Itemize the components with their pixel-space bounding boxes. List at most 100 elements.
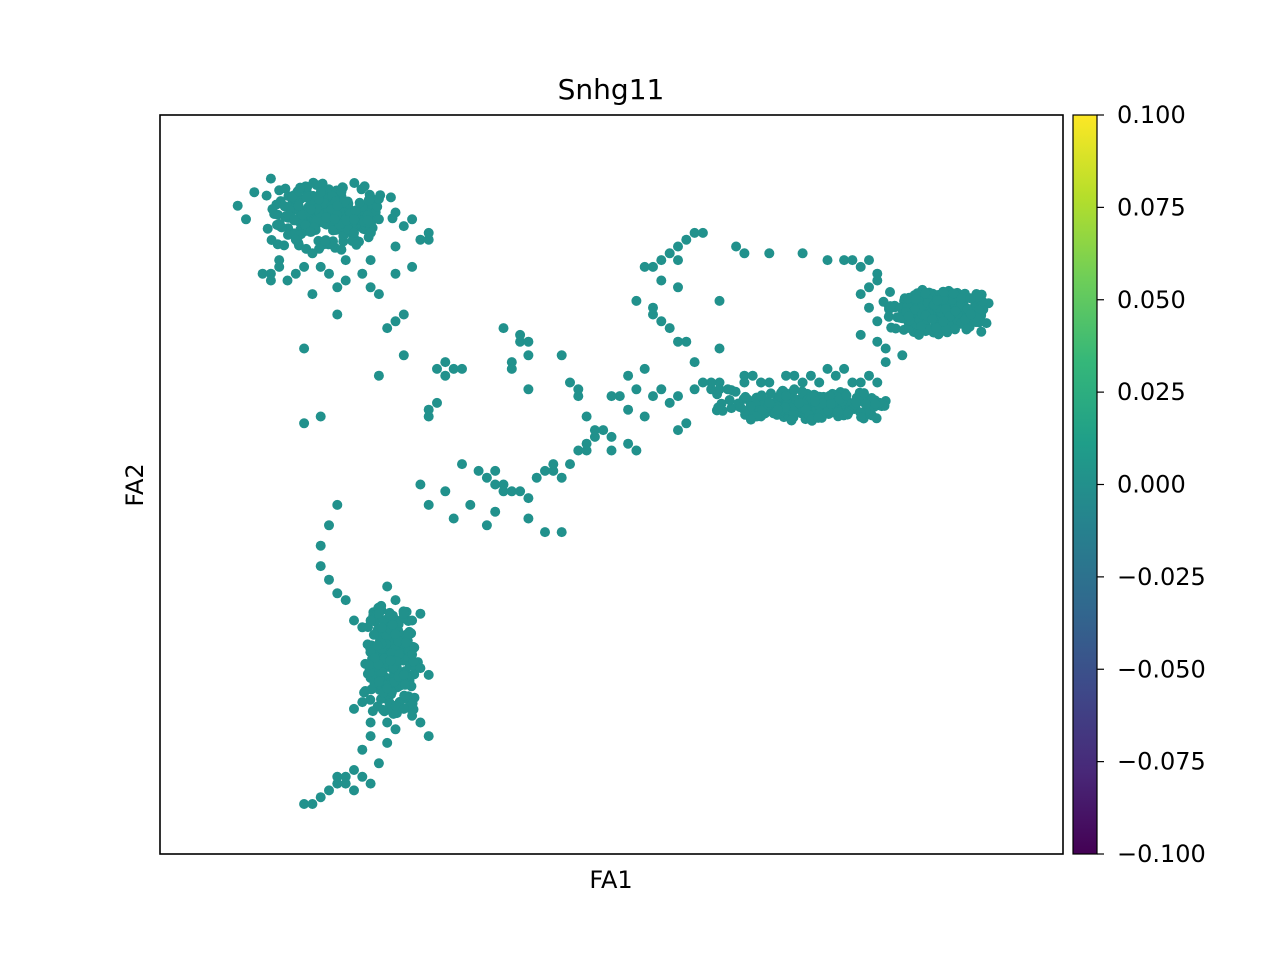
data-point [349, 765, 359, 775]
data-point [340, 275, 351, 286]
data-point [382, 717, 393, 728]
data-point [282, 275, 293, 286]
data-point [415, 479, 426, 490]
data-point [373, 214, 384, 225]
data-point [764, 248, 775, 259]
data-point [714, 295, 725, 306]
data-point [920, 288, 931, 299]
data-point [673, 425, 683, 436]
data-point [390, 629, 401, 640]
data-point [349, 785, 359, 796]
data-point [249, 187, 260, 198]
data-point [301, 192, 312, 203]
data-point [365, 778, 376, 789]
data-point [315, 187, 326, 198]
data-point [423, 731, 434, 742]
data-point [332, 200, 343, 211]
data-point [357, 771, 368, 782]
data-point [781, 370, 791, 381]
data-point [299, 799, 310, 809]
data-point [548, 459, 559, 470]
data-point [490, 506, 501, 517]
data-point [490, 479, 501, 490]
data-point [681, 336, 692, 347]
colorbar-tick-label: −0.025 [1117, 563, 1206, 591]
data-point [724, 395, 735, 405]
data-point [432, 397, 442, 408]
data-point [266, 235, 277, 245]
data-point [373, 370, 384, 381]
data-point [398, 350, 409, 361]
colorbar-tick-label: −0.100 [1117, 840, 1206, 868]
data-point [714, 343, 725, 354]
data-point [382, 683, 393, 694]
data-point [885, 287, 895, 297]
data-point [523, 493, 534, 504]
data-point [349, 703, 359, 714]
data-point [730, 386, 741, 397]
data-point [950, 306, 961, 316]
data-point [307, 289, 318, 300]
plot-frame [159, 114, 1064, 855]
data-point [689, 227, 700, 238]
data-point [415, 717, 426, 728]
data-point [872, 316, 883, 327]
data-point [735, 402, 746, 413]
data-point [786, 415, 797, 426]
data-point [407, 214, 418, 225]
data-point [871, 413, 882, 424]
data-point [321, 212, 331, 223]
data-point [357, 697, 368, 708]
data-point [307, 248, 318, 259]
data-point [373, 289, 384, 300]
data-point [556, 527, 567, 538]
data-point [656, 255, 667, 266]
data-point [826, 399, 836, 409]
data-point [731, 241, 742, 252]
data-point [697, 377, 708, 388]
data-point [373, 194, 384, 204]
data-point [390, 207, 401, 218]
data-point [864, 302, 874, 313]
data-point [765, 388, 776, 399]
data-point [745, 401, 756, 412]
data-point [890, 323, 901, 334]
data-point [390, 700, 401, 711]
data-point [832, 407, 843, 418]
data-point [656, 316, 667, 327]
data-point [261, 190, 272, 201]
chart-title: Snhg11 [558, 73, 665, 106]
data-point [373, 608, 384, 619]
data-point [299, 261, 310, 272]
data-point [287, 192, 298, 203]
data-point [598, 425, 609, 436]
data-point [289, 214, 300, 225]
data-point [948, 288, 959, 299]
data-point [349, 178, 360, 188]
data-point [855, 289, 866, 300]
data-point [315, 540, 326, 551]
data-point [372, 201, 383, 212]
data-point [390, 241, 401, 252]
data-point [673, 282, 683, 293]
data-point [357, 744, 368, 755]
data-point [648, 391, 658, 402]
data-point [265, 173, 276, 184]
data-point [432, 363, 442, 374]
data-point [885, 301, 896, 312]
data-point [910, 293, 921, 304]
data-point [850, 397, 861, 408]
data-point [859, 388, 869, 399]
data-point [415, 234, 426, 245]
data-point [623, 438, 634, 449]
data-point [279, 240, 290, 251]
data-point [376, 622, 387, 633]
data-point [973, 292, 983, 302]
data-point [382, 737, 393, 748]
data-point [648, 309, 658, 320]
data-point [481, 520, 492, 531]
data-point [909, 304, 920, 315]
data-point [324, 574, 334, 585]
data-point [839, 255, 850, 266]
data-point [290, 234, 301, 245]
